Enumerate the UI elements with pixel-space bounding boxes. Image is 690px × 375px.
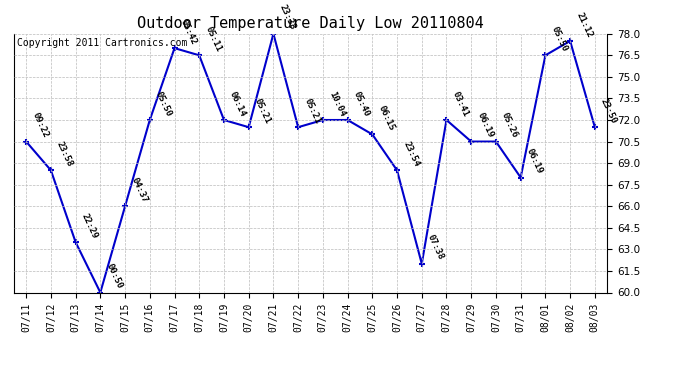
Text: 23:58: 23:58: [55, 140, 75, 168]
Text: 23:54: 23:54: [401, 140, 421, 168]
Text: 06:19: 06:19: [525, 147, 544, 176]
Text: 23:38: 23:38: [277, 3, 297, 32]
Text: Copyright 2011 Cartronics.com: Copyright 2011 Cartronics.com: [17, 38, 187, 48]
Text: 05:21: 05:21: [302, 97, 322, 125]
Text: 06:14: 06:14: [228, 90, 248, 118]
Text: 23:50: 23:50: [599, 97, 618, 125]
Text: 04:37: 04:37: [129, 176, 149, 204]
Text: 00:50: 00:50: [104, 262, 124, 290]
Text: 05:50: 05:50: [549, 25, 569, 53]
Text: 07:38: 07:38: [426, 233, 446, 262]
Text: 09:22: 09:22: [30, 111, 50, 140]
Text: 21:12: 21:12: [574, 10, 594, 39]
Text: 22:29: 22:29: [80, 212, 99, 240]
Text: 03:41: 03:41: [451, 90, 470, 118]
Text: 05:50: 05:50: [154, 90, 173, 118]
Text: 05:21: 05:21: [253, 97, 273, 125]
Text: 05:11: 05:11: [204, 25, 223, 53]
Text: 06:19: 06:19: [475, 111, 495, 140]
Text: 05:42: 05:42: [179, 18, 198, 46]
Title: Outdoor Temperature Daily Low 20110804: Outdoor Temperature Daily Low 20110804: [137, 16, 484, 31]
Text: 06:15: 06:15: [377, 104, 396, 132]
Text: 05:26: 05:26: [500, 111, 520, 140]
Text: 10:04: 10:04: [327, 90, 346, 118]
Text: 05:40: 05:40: [352, 90, 371, 118]
